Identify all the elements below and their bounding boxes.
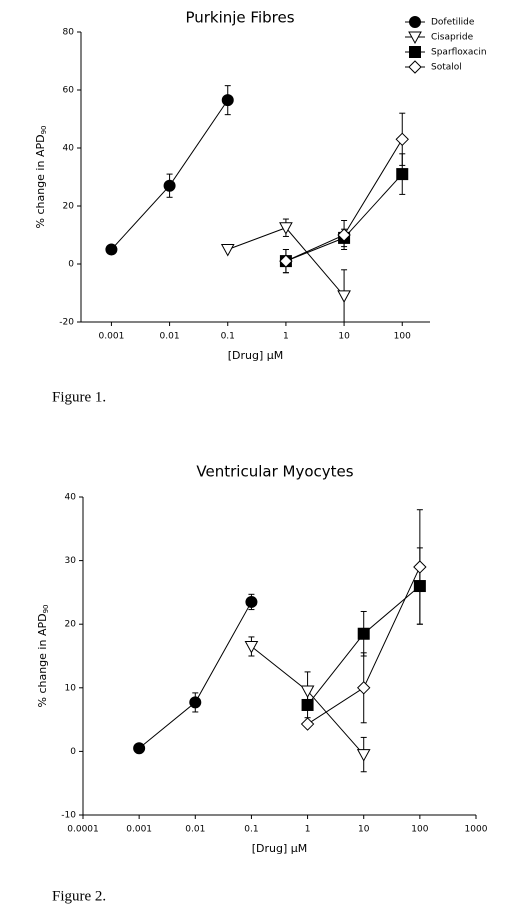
marker: [357, 627, 370, 640]
x-tick-label: 1000: [465, 825, 488, 835]
caption: Figure 2.: [52, 888, 106, 904]
y-axis-label-text: % change in APD: [36, 613, 49, 707]
caption: Figure 1.: [52, 389, 106, 405]
x-tick-label: 0.01: [185, 825, 205, 835]
marker: [357, 681, 371, 695]
legend-label: Sotalol: [431, 63, 462, 73]
x-tick-label: 100: [394, 332, 411, 342]
y-axis-label: % change in APD90: [36, 604, 50, 707]
marker: [301, 698, 314, 711]
y-tick-label: 40: [63, 144, 75, 154]
x-tick-label: 0.0001: [67, 825, 99, 835]
marker: [220, 244, 235, 257]
legend-marker: [409, 46, 421, 58]
legend-label: Sparfloxacin: [431, 48, 487, 58]
y-tick-label: 80: [63, 28, 75, 38]
y-tick-label: 60: [63, 86, 75, 96]
marker: [300, 685, 315, 699]
marker: [244, 640, 259, 654]
marker: [221, 94, 234, 107]
x-tick-label: 1: [305, 825, 311, 835]
x-tick-label: 0.01: [160, 332, 180, 342]
y-tick-label: 10: [65, 683, 77, 693]
x-tick-label: 1: [283, 332, 289, 342]
legend-label: Cisapride: [431, 33, 474, 43]
y-tick-label: 0: [70, 747, 76, 757]
x-axis-label: [Drug] μM: [252, 842, 308, 855]
marker: [279, 222, 293, 235]
x-tick-label: 0.001: [126, 825, 152, 835]
marker: [279, 254, 293, 268]
marker: [105, 243, 118, 256]
legend-marker: [408, 31, 422, 45]
marker: [395, 132, 409, 147]
x-tick-label: 0.1: [221, 332, 235, 342]
marker: [337, 228, 351, 242]
y-axis-label: % change in APD90: [34, 125, 48, 228]
x-tick-label: 0.001: [99, 332, 125, 342]
chart-title: Ventricular Myocytes: [196, 463, 353, 481]
marker: [189, 696, 202, 709]
marker: [413, 560, 427, 574]
series-line: [138, 601, 252, 749]
y-axis-label-subscript: 90: [42, 604, 50, 613]
y-tick-label: -20: [59, 318, 74, 328]
y-tick-label: 30: [65, 556, 77, 566]
y-tick-label: 40: [65, 493, 77, 503]
x-tick-label: 0.1: [244, 825, 258, 835]
marker: [337, 290, 351, 303]
marker: [163, 179, 176, 192]
marker: [413, 580, 426, 593]
x-tick-label: 10: [358, 825, 370, 835]
y-tick-label: 20: [65, 620, 77, 630]
marker: [133, 742, 146, 755]
marker: [245, 595, 258, 608]
x-axis-label: [Drug] μM: [228, 349, 284, 362]
chart-title: Purkinje Fibres: [185, 9, 294, 27]
legend-label: Dofetilide: [431, 18, 475, 28]
x-tick-label: 100: [411, 825, 428, 835]
marker: [300, 717, 315, 731]
y-tick-label: -10: [61, 811, 76, 821]
marker: [356, 749, 371, 762]
y-tick-label: 20: [63, 202, 75, 212]
legend-marker: [409, 16, 421, 28]
y-tick-label: 0: [68, 260, 74, 270]
legend-marker: [408, 60, 422, 74]
x-tick-label: 10: [338, 332, 350, 342]
y-axis-label-subscript: 90: [40, 125, 48, 134]
y-axis-label-text: % change in APD: [34, 134, 47, 228]
marker: [396, 168, 409, 181]
